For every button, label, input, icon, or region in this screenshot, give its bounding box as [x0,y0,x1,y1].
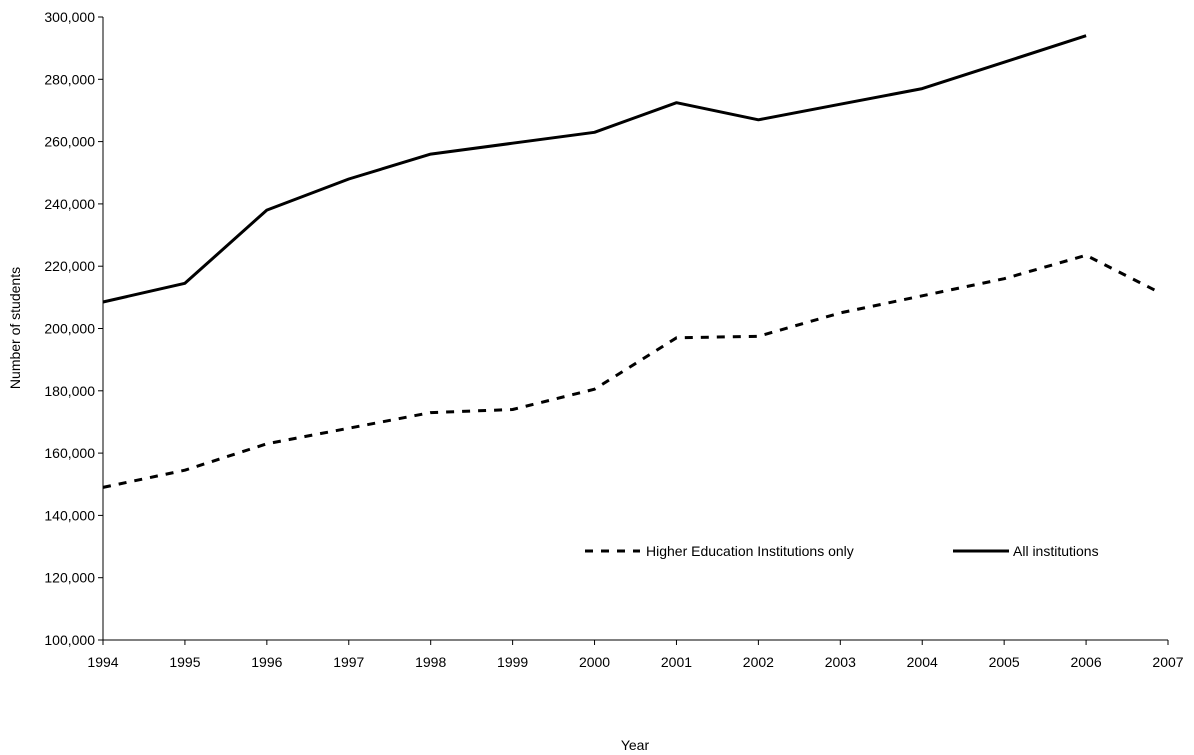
x-tick-label: 1994 [87,654,118,670]
y-tick-label: 240,000 [44,196,95,212]
y-tick-label: 200,000 [44,321,95,337]
x-tick-label: 1995 [169,654,200,670]
x-tick-label: 2000 [579,654,610,670]
series-lines [102,34,1161,489]
y-tick-label: 300,000 [44,9,95,25]
legend-label-higher-education: Higher Education Institutions only [646,543,854,559]
x-tick-label: 2002 [743,654,774,670]
y-tick-label: 120,000 [44,570,95,586]
legend: Higher Education Institutions only All i… [585,543,1099,559]
x-tick-label: 1997 [333,654,364,670]
y-tick-label: 100,000 [44,632,95,648]
series-line-higher-education [102,253,1161,489]
y-tick-label: 220,000 [44,258,95,274]
x-tick-label: 1996 [251,654,282,670]
x-axis-title: Year [621,737,650,753]
x-axis-ticks: 1994 1995 1996 1997 1998 1999 2000 2001 2002 2003… [87,640,1184,670]
x-tick-label: 2001 [661,654,692,670]
x-tick-label: 1998 [415,654,446,670]
y-tick-label: 280,000 [44,71,95,87]
x-tick-label: 2007 [1152,654,1183,670]
axes [102,17,1168,641]
y-axis-title: Number of students [7,267,23,389]
y-tick-label: 160,000 [44,445,95,461]
x-tick-label: 2004 [907,654,938,670]
y-tick-label: 140,000 [44,507,95,523]
y-axis-ticks: 100,000 120,000 140,000 160,000 180,000 200,0… [44,9,103,648]
x-tick-label: 1999 [497,654,528,670]
legend-label-all-institutions: All institutions [1013,543,1099,559]
x-tick-label: 2006 [1070,654,1101,670]
y-tick-label: 260,000 [44,134,95,150]
series-line-all-institutions [102,34,1087,304]
x-tick-label: 2005 [989,654,1020,670]
x-tick-label: 2003 [825,654,856,670]
y-tick-label: 180,000 [44,383,95,399]
